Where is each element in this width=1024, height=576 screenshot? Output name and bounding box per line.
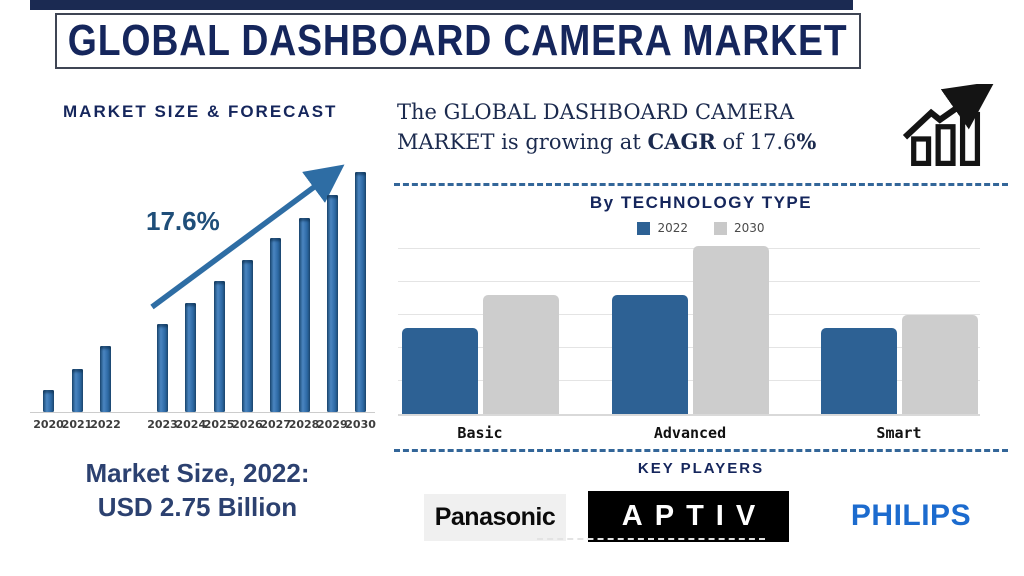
gridline [398, 281, 980, 282]
year-label-2024: 2024 [175, 418, 207, 431]
tech-bar-smart-2030 [902, 315, 978, 414]
tech-bar-basic-2030 [483, 295, 559, 414]
forecast-bar-2021 [71, 369, 83, 412]
intro-line1: The GLOBAL DASHBOARD CAMERA [397, 100, 795, 124]
market-size-chart: 2020 2021 2022 2023 2024 2025 2026 2027 2028 2029… [30, 160, 376, 431]
aptiv-logo: APTIV [588, 491, 789, 542]
forecast-bar-2028 [298, 218, 310, 412]
intro-line2-text: MARKET is growing at [397, 130, 648, 154]
x-axis-line [398, 414, 980, 416]
technology-type-chart: Basic Advanced Smart [398, 243, 980, 442]
year-label-2020: 2020 [33, 418, 64, 431]
forecast-bar-2025 [213, 281, 225, 412]
page-title: GLOBAL DASHBOARD CAMERA MARKET [68, 16, 848, 65]
tech-bar-smart-2022 [821, 328, 897, 414]
aptiv-wordmark: APTIV [621, 500, 768, 532]
forecast-bar-2020 [43, 390, 54, 412]
intro-line2-text2: of 17.6 [715, 130, 797, 154]
panasonic-logo: Panasonic [424, 494, 566, 541]
forecast-bar-2024 [185, 303, 197, 412]
philips-wordmark: PHILIPS [850, 499, 972, 532]
year-label-2025: 2025 [203, 418, 235, 431]
tech-category-label-smart: Smart [876, 424, 922, 442]
legend-label-2022: 2022 [657, 221, 688, 235]
legend-swatch-2022 [637, 221, 651, 235]
forecast-bar-2026 [241, 260, 253, 412]
market-size-line2: USD 2.75 Billion [97, 492, 298, 522]
faded-bottom-divider [537, 538, 765, 540]
forecast-bar-2022 [100, 346, 111, 412]
cagr-percentage-label: 17.6% [146, 206, 220, 236]
forecast-bar-2030 [355, 172, 367, 412]
legend-label-2030: 2030 [734, 221, 765, 235]
philips-logo: PHILIPS [836, 496, 986, 536]
year-label-2028: 2028 [288, 418, 320, 431]
legend-item-2030: 2030 [714, 221, 765, 235]
year-label-2023: 2023 [147, 418, 178, 431]
panasonic-wordmark: Panasonic [434, 503, 556, 531]
key-players-heading: KEY PLAYERS [637, 460, 765, 477]
year-label-2026: 2026 [232, 418, 263, 431]
market-size-value: Market Size, 2022: USD 2.75 Billion [30, 456, 365, 524]
cagr-bold-text: CAGR [647, 129, 716, 154]
title-banner: GLOBAL DASHBOARD CAMERA MARKET [55, 13, 861, 69]
gridline [398, 248, 980, 249]
section-divider-bottom [394, 449, 1008, 452]
technology-type-heading: By TECHNOLOGY TYPE [589, 193, 813, 212]
x-axis-line [30, 412, 375, 413]
year-label-2027: 2027 [260, 418, 291, 431]
gridline [398, 380, 980, 381]
cagr-description-text: The GLOBAL DASHBOARD CAMERA MARKET is gr… [397, 97, 877, 157]
year-label-2029: 2029 [316, 418, 348, 431]
tech-bar-advanced-2030 [693, 246, 769, 414]
market-size-forecast-heading: MARKET SIZE & FORECAST [63, 102, 338, 121]
growth-chart-icon [902, 84, 994, 166]
legend-item-2022: 2022 [637, 221, 688, 235]
year-label-2021: 2021 [61, 418, 93, 431]
forecast-bar-2029 [326, 195, 338, 412]
legend-swatch-2030 [714, 221, 727, 235]
tech-bar-basic-2022 [402, 328, 478, 414]
tech-category-label-basic: Basic [457, 424, 503, 442]
growth-trend-arrow [150, 164, 345, 310]
market-size-line1: Market Size, 2022: [85, 458, 310, 488]
intro-line2: MARKET is growing at CAGR of 17.6% [397, 127, 877, 157]
forecast-bar-2027 [270, 238, 282, 412]
gridline [398, 314, 980, 315]
header-accent-bar [30, 0, 853, 10]
tech-category-label-advanced: Advanced [653, 424, 727, 442]
tech-bar-advanced-2022 [612, 295, 688, 414]
gridline [398, 347, 980, 348]
year-label-2022: 2022 [90, 418, 121, 431]
forecast-bar-2023 [157, 324, 168, 412]
percent-bold-text: % [796, 129, 817, 154]
section-divider-top [394, 183, 1008, 186]
tech-chart-legend: 2022 2030 [394, 221, 1008, 235]
year-label-2030: 2030 [345, 418, 376, 431]
